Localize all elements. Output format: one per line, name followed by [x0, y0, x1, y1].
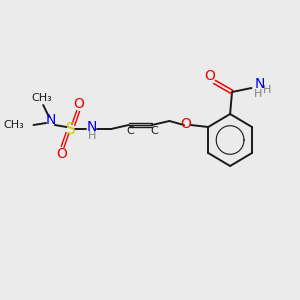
Text: N: N [46, 113, 56, 127]
Text: O: O [74, 97, 85, 111]
Text: H: H [263, 85, 272, 95]
Text: O: O [56, 147, 67, 161]
Text: S: S [65, 122, 75, 136]
Text: O: O [181, 117, 191, 131]
Text: CH₃: CH₃ [31, 93, 52, 103]
Text: CH₃: CH₃ [3, 120, 24, 130]
Text: C: C [150, 126, 158, 136]
Text: H: H [88, 131, 96, 141]
Text: C: C [127, 126, 134, 136]
Text: N: N [87, 120, 97, 134]
Text: N: N [254, 77, 265, 91]
Text: O: O [204, 69, 215, 83]
Text: H: H [254, 89, 263, 99]
